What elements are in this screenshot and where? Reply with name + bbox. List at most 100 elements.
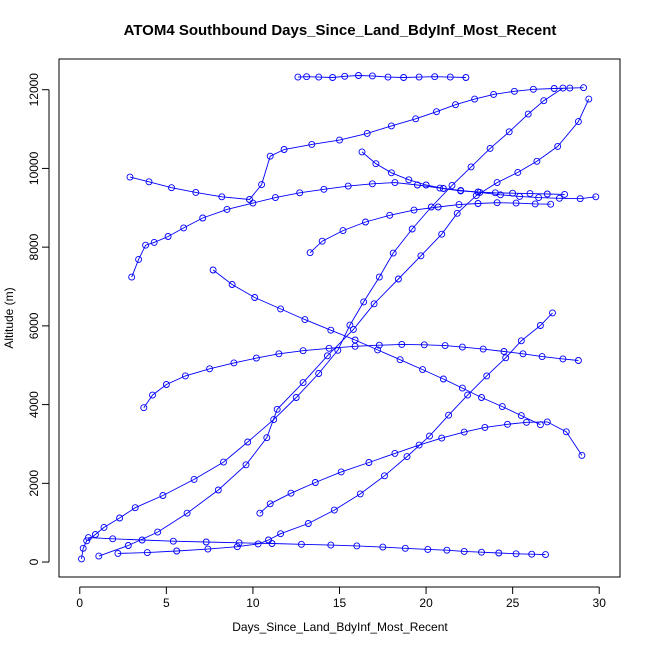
data-point <box>505 128 513 136</box>
data-point <box>512 199 520 207</box>
data-point <box>438 230 446 238</box>
series-7 <box>84 534 549 559</box>
data-point <box>431 73 439 81</box>
data-point <box>401 544 409 552</box>
data-point <box>533 157 541 165</box>
data-point <box>455 201 463 209</box>
data-point <box>531 200 539 208</box>
data-point <box>330 506 338 514</box>
data-point <box>374 346 382 354</box>
data-point <box>349 325 357 333</box>
data-point <box>559 355 567 363</box>
data-point <box>467 163 475 171</box>
data-point <box>446 73 454 81</box>
data-point <box>315 73 323 81</box>
y-tick-label: 2000 <box>27 470 41 497</box>
data-point <box>384 73 392 81</box>
data-point <box>372 160 380 168</box>
data-point <box>460 428 468 436</box>
data-point <box>268 540 276 547</box>
data-point <box>445 411 453 419</box>
data-point <box>471 95 479 103</box>
data-point <box>458 343 466 351</box>
data-point <box>391 449 399 457</box>
data-point <box>458 384 466 392</box>
data-point <box>415 73 423 81</box>
y-axis: 0 2000 4000 6000 8000 10000 12000 <box>27 73 50 565</box>
data-point <box>199 214 207 222</box>
data-point <box>417 252 425 260</box>
data-point <box>323 352 331 360</box>
data-point <box>78 555 85 563</box>
data-point <box>311 479 319 486</box>
data-point <box>368 72 376 80</box>
data-point <box>336 136 343 144</box>
data-point <box>287 489 295 497</box>
y-tick-label: 6000 <box>27 312 41 339</box>
x-axis-label: Days_Since_Land_BdyInf_Most_Recent <box>232 620 448 634</box>
data-point <box>562 428 570 436</box>
data-point <box>443 546 451 554</box>
data-point <box>365 459 373 466</box>
series-3 <box>114 309 556 557</box>
data-point <box>275 350 283 358</box>
data-point <box>242 461 250 469</box>
data-point <box>346 321 354 329</box>
data-point <box>327 541 335 549</box>
data-point <box>540 97 548 105</box>
data-point <box>181 372 189 380</box>
data-point <box>592 193 600 201</box>
plot-frame <box>58 58 621 578</box>
data-point <box>561 190 569 198</box>
data-point <box>439 375 447 383</box>
data-point <box>244 438 252 446</box>
data-point <box>362 218 369 226</box>
x-tick-label: 5 <box>163 596 170 610</box>
data-point <box>315 370 323 377</box>
data-point <box>400 74 408 81</box>
series-9 <box>209 266 544 429</box>
x-tick-label: 15 <box>333 596 347 610</box>
data-point <box>502 354 510 362</box>
data-point <box>164 233 172 240</box>
data-point <box>280 146 288 153</box>
data-point <box>479 345 487 353</box>
data-point <box>218 193 226 201</box>
data-point <box>258 181 266 189</box>
data-point <box>325 344 333 352</box>
series-10 <box>256 418 586 517</box>
data-point <box>490 90 498 98</box>
data-point <box>294 73 302 81</box>
data-point <box>427 203 435 211</box>
data-point <box>424 545 432 553</box>
data-point <box>204 545 212 553</box>
data-point <box>370 300 378 308</box>
data-point <box>464 391 472 399</box>
data-point <box>408 225 416 233</box>
data-point <box>341 72 349 80</box>
data-point <box>448 181 456 189</box>
data-point <box>504 420 511 428</box>
data-point <box>135 255 143 263</box>
series-6 <box>294 72 470 81</box>
data-point <box>206 365 214 373</box>
data-point <box>169 537 177 545</box>
data-point <box>230 359 238 367</box>
data-point <box>547 200 555 208</box>
data-point <box>538 353 546 361</box>
data-point <box>375 341 383 349</box>
data-point <box>387 169 395 177</box>
data-point <box>83 537 91 545</box>
data-point <box>498 403 506 411</box>
data-point <box>266 500 274 508</box>
series-line <box>143 343 579 408</box>
series-line <box>98 98 590 557</box>
data-point <box>263 434 271 442</box>
data-point <box>180 224 188 232</box>
data-point <box>412 115 420 123</box>
y-tick-label: 4000 <box>27 391 41 418</box>
series-line <box>129 87 584 200</box>
data-point <box>142 241 150 249</box>
series-8 <box>140 340 582 412</box>
data-point <box>256 509 264 517</box>
